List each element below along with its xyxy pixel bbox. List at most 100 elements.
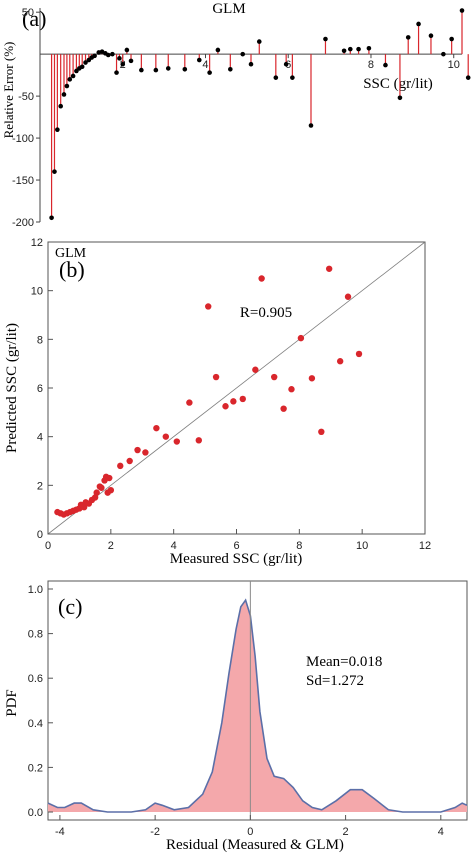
y-tick-label-c: 1.0 <box>28 584 43 596</box>
stem-point <box>67 77 73 82</box>
stem-point <box>228 66 233 72</box>
y-tick-label-c: 0.0 <box>28 807 43 819</box>
scatter-point <box>288 386 295 393</box>
chart-title-a: GLM <box>212 1 245 17</box>
stem-point <box>49 215 54 221</box>
x-tick-label-b: 12 <box>419 540 431 552</box>
scatter-point <box>80 504 88 511</box>
y-axis-label-c: PDF <box>4 689 20 717</box>
x-tick-label-a: 4 <box>202 59 208 71</box>
pdf-area-chart-residual: (c) Mean=0.018 Sd=1.272 Residual (Measur… <box>4 580 468 853</box>
chart-title-b: GLM <box>55 246 87 261</box>
stem-point <box>153 67 159 73</box>
scatter-point <box>106 474 113 482</box>
stem-point <box>383 62 388 68</box>
scatter-point <box>93 489 100 496</box>
stem-point <box>323 36 328 42</box>
scatter-point <box>162 433 170 440</box>
panel-b: GLM (b) R=0.905 Measured SSC (gr/lit) Pr… <box>0 232 474 572</box>
scatter-point <box>142 449 149 456</box>
r-annotation: R=0.905 <box>240 305 292 321</box>
x-tick-label-b: 4 <box>171 540 177 552</box>
y-tick-label-b: 10 <box>31 286 43 298</box>
x-axis-label-a: SSC (gr/lit) <box>363 76 433 92</box>
scatter-chart-predicted-vs-measured: GLM (b) R=0.905 Measured SSC (gr/lit) Pr… <box>4 237 431 567</box>
scatter-point <box>134 446 141 454</box>
x-tick-label-a: 8 <box>368 59 374 71</box>
x-tick-label-c: 2 <box>343 826 349 838</box>
stem-point <box>441 51 446 57</box>
scatter-point <box>212 373 220 381</box>
stem-point <box>52 169 57 174</box>
y-tick-label-c: 0.2 <box>28 762 43 774</box>
sd-annotation: Sd=1.272 <box>306 673 364 689</box>
scatter-point <box>297 334 305 342</box>
stem-point <box>207 70 212 75</box>
stem-point <box>124 47 130 53</box>
stem-point <box>61 92 67 97</box>
stem-point <box>79 64 85 70</box>
scatter-point <box>91 494 99 501</box>
panel-c: (c) Mean=0.018 Sd=1.272 Residual (Measur… <box>0 572 474 861</box>
scatter-point <box>153 424 160 432</box>
stem-point <box>290 75 295 80</box>
scatter-point <box>98 484 105 491</box>
y-tick-label-b: 4 <box>37 432 43 444</box>
stem-point <box>105 52 111 58</box>
one-to-one-line <box>47 241 426 535</box>
stem-point <box>83 60 88 65</box>
y-axis-label-a: Relative Error (%) <box>1 42 16 139</box>
panel-label-b: (b) <box>59 257 85 282</box>
stem-point <box>248 61 254 67</box>
scatter-point <box>239 395 246 403</box>
stem-point <box>114 70 119 75</box>
y-tick-label-c: 0.8 <box>28 629 43 641</box>
stem-point <box>240 51 246 57</box>
y-tick-label-a: -50 <box>18 91 34 103</box>
scatter-point <box>107 487 115 494</box>
stem-point <box>196 57 202 63</box>
stem-point <box>215 47 221 53</box>
stem-point <box>165 66 171 71</box>
stem-point <box>428 33 434 38</box>
mean-annotation: Mean=0.018 <box>306 654 382 670</box>
scatter-point <box>271 373 278 381</box>
y-tick-label-b: 6 <box>37 383 43 395</box>
stem-point <box>128 58 134 64</box>
y-axis-label-b: Predicted SSC (gr/lit) <box>4 323 20 453</box>
stem-point <box>465 75 471 80</box>
x-tick-label-c: 0 <box>247 826 253 838</box>
y-tick-label-a: -150 <box>12 175 34 187</box>
pdf-area-fill <box>48 600 467 812</box>
x-tick-label-b: 10 <box>356 540 368 552</box>
scatter-point <box>308 375 316 382</box>
stem-point <box>55 127 60 132</box>
scatter-point <box>355 350 363 358</box>
x-axis-label-c: Residual (Measured & GLM) <box>166 837 344 853</box>
stem-chart-relative-error: (a) GLM SSC (gr/lit) Relative Error (%) … <box>1 1 471 229</box>
x-tick-label-b: 8 <box>296 540 302 552</box>
y-tick-label-b: 0 <box>37 529 43 541</box>
stem-point <box>92 53 97 59</box>
scatter-point <box>344 293 352 300</box>
y-tick-label-c: 0.6 <box>28 673 43 685</box>
x-tick-label-c: 4 <box>438 826 444 838</box>
scatter-point <box>258 275 265 282</box>
scatter-point <box>252 366 259 373</box>
stem-point <box>366 45 372 51</box>
scatter-point <box>186 399 193 406</box>
panel-label-a: (a) <box>22 6 46 31</box>
stem-point <box>416 21 421 27</box>
stem-point <box>58 103 63 109</box>
stem-point <box>70 73 76 79</box>
scatter-point <box>280 405 287 412</box>
scatter-point <box>205 303 212 310</box>
y-tick-label-a: -100 <box>12 133 34 145</box>
y-tick-label-b: 2 <box>37 480 43 492</box>
stem-point <box>139 67 144 73</box>
stem-point <box>347 46 353 52</box>
y-tick-label-b: 12 <box>31 237 43 249</box>
stem-point <box>273 75 279 80</box>
stem-point <box>256 39 262 44</box>
x-tick-label-b: 0 <box>45 540 51 552</box>
